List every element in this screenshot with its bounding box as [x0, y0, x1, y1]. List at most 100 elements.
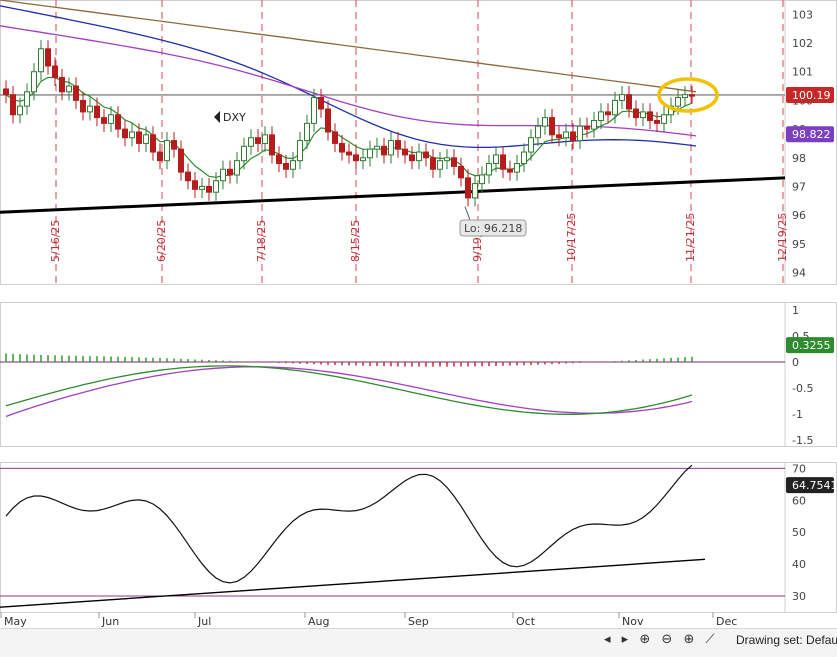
moving-average-line — [0, 0, 697, 93]
price-panel[interactable]: 9495969798991001011021035/16/256/20/257/… — [0, 0, 837, 285]
candle-body — [360, 157, 366, 162]
ma-value-label: 98.822 — [792, 128, 831, 141]
date-marker-label: 11/21/25 — [684, 213, 697, 262]
rsi-tick-label: 70 — [792, 462, 806, 475]
candle-body — [409, 154, 415, 162]
price-tick-label: 97 — [792, 180, 806, 193]
candle-body — [500, 154, 506, 170]
candle-body — [521, 151, 527, 165]
rsi-panel[interactable]: 30 40 50 60 70 64.7541 — [0, 462, 837, 613]
candle-body — [430, 157, 436, 170]
candle-body — [570, 131, 576, 142]
candle-body — [423, 151, 429, 159]
macd-tick-label: -1.5 — [792, 434, 813, 447]
candle-body — [220, 168, 226, 182]
candle-body — [52, 65, 58, 78]
candle-body — [612, 99, 618, 116]
rsi-tick-label: 30 — [792, 590, 806, 603]
candle-body — [549, 117, 555, 136]
candle-body — [164, 140, 170, 162]
panel-frame — [0, 0, 837, 285]
ma-value-label-box — [786, 126, 834, 143]
candle-body — [332, 131, 338, 144]
candle-body — [157, 151, 163, 162]
month-label: Nov — [622, 615, 644, 628]
rsi-line — [5, 464, 693, 584]
zoom-out-icon[interactable]: ⊖ — [661, 632, 673, 647]
candle-body — [528, 137, 534, 153]
scroll-left-icon[interactable]: ◂ — [604, 632, 611, 647]
candle-body — [619, 94, 625, 101]
candle-body — [437, 160, 443, 170]
month-label: Aug — [308, 615, 329, 628]
candle-body — [38, 48, 44, 73]
candle-body — [374, 145, 380, 150]
candle-body — [150, 134, 156, 153]
stock-chart[interactable]: 9495969798991001011021035/16/256/20/257/… — [0, 0, 837, 628]
candle-body — [633, 108, 639, 119]
macd-value-label: 0.3255 — [792, 339, 831, 352]
chart-toolbar: ◂ ▸ ⊕ ⊖ ⊕ ⟋ Drawing set: Defaul — [0, 628, 837, 657]
draw-line-icon[interactable]: ⟋ — [705, 632, 715, 647]
candle-body — [479, 174, 485, 185]
candle-body — [661, 114, 667, 124]
date-marker-label: 5/16/25 — [49, 220, 62, 262]
symbol-arrow-icon — [214, 111, 220, 123]
macd-tick-label: -1 — [792, 408, 803, 421]
crosshair-icon[interactable]: ⊕ — [683, 632, 695, 647]
candle-body — [66, 85, 72, 93]
candle-body — [171, 140, 177, 150]
candle-body — [10, 94, 16, 116]
candle-body — [395, 140, 401, 150]
price-tick-label: 102 — [792, 37, 813, 50]
candle-body — [493, 154, 499, 165]
scroll-right-icon[interactable]: ▸ — [621, 632, 629, 647]
candle-body — [87, 105, 93, 113]
candle-body — [136, 131, 142, 144]
candle-body — [556, 134, 562, 139]
candle-body — [269, 134, 275, 156]
candle-body — [122, 128, 128, 139]
candle-body — [45, 48, 51, 67]
candle-body — [402, 148, 408, 156]
candle-body — [647, 111, 653, 121]
candle-body — [388, 140, 394, 156]
candle-body — [73, 85, 79, 101]
price-tick-label: 98 — [792, 152, 806, 165]
drawing-set-label[interactable]: Drawing set: Defaul — [736, 633, 837, 647]
candle-body — [416, 151, 422, 162]
price-tick-label: 103 — [792, 8, 813, 21]
candle-body — [458, 165, 464, 179]
candle-body — [339, 142, 345, 153]
candle-body — [241, 145, 247, 162]
last-price-label-box — [786, 86, 834, 103]
zoom-in-icon[interactable]: ⊕ — [639, 632, 651, 647]
candle-body — [346, 151, 352, 156]
date-marker-label: 6/20/25 — [155, 220, 168, 262]
candle-body — [367, 148, 373, 159]
macd-signal-line — [5, 366, 693, 418]
macd-tick-label: 0 — [792, 356, 799, 369]
macd-value-label-box — [786, 337, 834, 354]
candle-body — [59, 76, 65, 93]
candle-body — [185, 171, 191, 182]
macd-panel[interactable]: -1.5-1-0.500.510.3255 — [0, 302, 837, 447]
candle-body — [283, 163, 289, 170]
candle-body — [640, 111, 646, 119]
date-marker-label: 12/19/25 — [776, 213, 789, 262]
candle-body — [542, 117, 548, 127]
month-label: May — [4, 615, 27, 628]
candle-body — [3, 88, 9, 96]
candle-body — [297, 140, 303, 162]
candle-body — [507, 168, 513, 173]
highlight-circle — [657, 77, 719, 113]
candle-body — [451, 157, 457, 167]
candle-body — [101, 117, 107, 124]
price-tick-label: 96 — [792, 209, 806, 222]
candle-body — [675, 97, 681, 107]
candle-body — [465, 177, 471, 199]
candle-body — [535, 125, 541, 139]
support-trendline — [0, 176, 786, 214]
candle-body — [115, 114, 121, 130]
candle-body — [108, 114, 114, 124]
